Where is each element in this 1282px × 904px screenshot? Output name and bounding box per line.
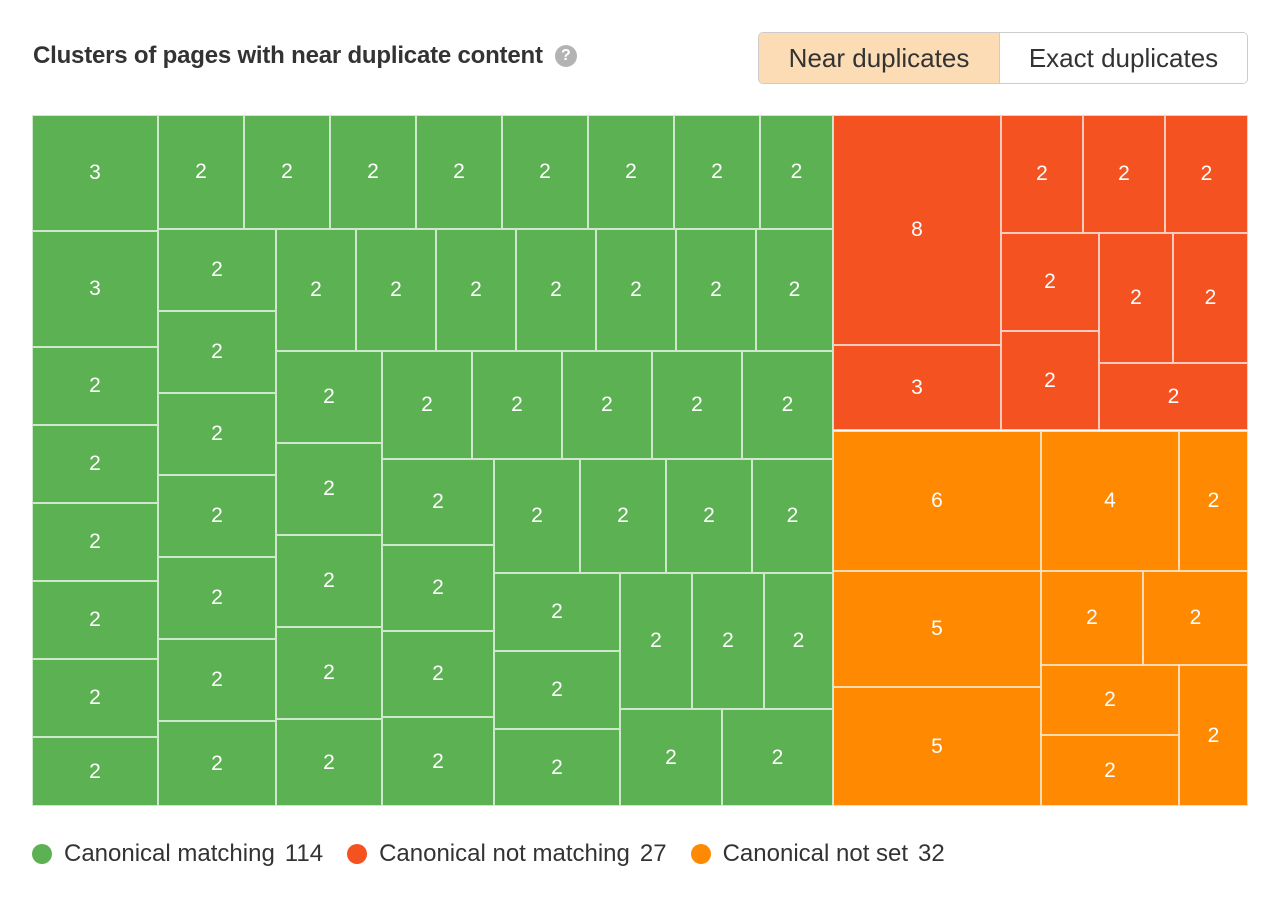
treemap-cell-canonical-matching[interactable]: 2 (382, 631, 494, 717)
treemap-cell-canonical-matching[interactable]: 2 (742, 351, 833, 459)
treemap-cell-canonical-matching[interactable]: 2 (674, 115, 760, 229)
treemap-cell-canonical-matching[interactable]: 2 (494, 459, 580, 573)
treemap-cell-canonical-matching[interactable]: 2 (620, 709, 722, 806)
treemap-cell-canonical-matching[interactable]: 2 (158, 721, 276, 806)
treemap-cell-canonical-matching[interactable]: 2 (756, 229, 833, 351)
treemap-cell-canonical-matching[interactable]: 2 (382, 717, 494, 806)
chart-title: Clusters of pages with near duplicate co… (33, 42, 543, 69)
treemap-cell-canonical-not-set[interactable]: 5 (833, 687, 1041, 806)
treemap-cell-canonical-matching[interactable]: 3 (32, 115, 158, 231)
treemap-cell-canonical-not-matching[interactable]: 2 (1001, 331, 1099, 430)
legend-item-canonical-not-matching[interactable]: Canonical not matching 27 (347, 840, 667, 868)
treemap-cell-canonical-matching[interactable]: 2 (562, 351, 652, 459)
legend-count: 32 (918, 840, 945, 867)
treemap-cell-canonical-matching[interactable]: 2 (382, 545, 494, 631)
orange-dot-icon (690, 844, 711, 864)
treemap-cell-canonical-matching[interactable]: 2 (32, 503, 158, 581)
near-duplicates-button[interactable]: Near duplicates (759, 33, 999, 83)
page-title: Clusters of pages with near duplicate co… (33, 42, 577, 70)
treemap-cell-canonical-not-matching[interactable]: 2 (1001, 233, 1099, 331)
treemap-cell-canonical-matching[interactable]: 2 (764, 573, 833, 709)
treemap-cell-canonical-not-matching[interactable]: 8 (833, 115, 1001, 345)
legend-label: Canonical matching (64, 840, 275, 867)
treemap-cell-canonical-matching[interactable]: 2 (436, 229, 516, 351)
legend-item-canonical-matching[interactable]: Canonical matching 114 (32, 840, 323, 868)
treemap-cell-canonical-matching[interactable]: 2 (666, 459, 752, 573)
treemap-cell-canonical-matching[interactable]: 2 (276, 443, 382, 535)
exact-duplicates-button[interactable]: Exact duplicates (999, 33, 1247, 83)
treemap-cell-canonical-not-matching[interactable]: 2 (1173, 233, 1248, 363)
treemap-cell-canonical-matching[interactable]: 2 (692, 573, 764, 709)
treemap-cell-canonical-matching[interactable]: 2 (32, 581, 158, 659)
treemap-cell-canonical-matching[interactable]: 2 (588, 115, 674, 229)
treemap-cell-canonical-matching[interactable]: 2 (722, 709, 833, 806)
red-dot-icon (347, 844, 368, 864)
treemap-cell-canonical-not-matching[interactable]: 2 (1099, 233, 1173, 363)
treemap-cell-canonical-matching[interactable]: 2 (494, 729, 620, 806)
treemap-cell-canonical-matching[interactable]: 2 (32, 659, 158, 737)
legend-count: 27 (639, 840, 667, 867)
treemap-cell-canonical-matching[interactable]: 2 (32, 347, 158, 425)
treemap-cell-canonical-matching[interactable]: 2 (244, 115, 330, 229)
treemap-cell-canonical-matching[interactable]: 2 (382, 351, 472, 459)
treemap-cell-canonical-matching[interactable]: 2 (494, 573, 620, 651)
treemap-cell-canonical-not-set[interactable]: 2 (1179, 431, 1248, 571)
treemap-cell-canonical-matching[interactable]: 2 (416, 115, 502, 229)
treemap-cell-canonical-not-set[interactable]: 2 (1041, 735, 1179, 806)
legend-label: Canonical not matching (379, 840, 630, 867)
legend-count: 114 (284, 840, 324, 867)
treemap-cell-canonical-matching[interactable]: 2 (472, 351, 562, 459)
treemap-cell-canonical-matching[interactable]: 2 (382, 459, 494, 545)
treemap-cell-canonical-matching[interactable]: 2 (276, 351, 382, 443)
treemap-cell-canonical-not-set[interactable]: 2 (1041, 665, 1179, 735)
treemap-cell-canonical-not-matching[interactable]: 2 (1165, 115, 1248, 233)
legend: Canonical matching 114 Canonical not mat… (32, 840, 969, 868)
treemap-cell-canonical-not-matching[interactable]: 3 (833, 345, 1001, 430)
treemap-cell-canonical-matching[interactable]: 2 (158, 557, 276, 639)
treemap-cell-canonical-matching[interactable]: 2 (502, 115, 588, 229)
treemap-cell-canonical-matching[interactable]: 2 (752, 459, 833, 573)
treemap-cell-canonical-matching[interactable]: 2 (676, 229, 756, 351)
green-dot-icon (32, 844, 52, 864)
treemap-cell-canonical-matching[interactable]: 2 (158, 393, 276, 475)
treemap-cell-canonical-not-set[interactable]: 4 (1041, 431, 1179, 571)
treemap-cell-canonical-matching[interactable]: 2 (516, 229, 596, 351)
treemap-cell-canonical-matching[interactable]: 2 (158, 229, 276, 311)
treemap-cell-canonical-matching[interactable]: 2 (158, 311, 276, 393)
treemap-cell-canonical-matching[interactable]: 2 (596, 229, 676, 351)
treemap-cell-canonical-matching[interactable]: 2 (356, 229, 436, 351)
treemap-cell-canonical-not-matching[interactable]: 2 (1001, 115, 1083, 233)
treemap-cell-canonical-not-matching[interactable]: 2 (1099, 363, 1248, 430)
treemap-cell-canonical-matching[interactable]: 2 (276, 229, 356, 351)
treemap-cell-canonical-matching[interactable]: 2 (32, 425, 158, 503)
treemap-cell-canonical-matching[interactable]: 2 (158, 639, 276, 721)
help-icon[interactable]: ? (554, 45, 577, 67)
legend-item-canonical-not-set[interactable]: Canonical not set 32 (690, 840, 945, 868)
treemap-cell-canonical-matching[interactable]: 2 (32, 737, 158, 806)
treemap-cell-canonical-matching[interactable]: 2 (652, 351, 742, 459)
treemap-cell-canonical-not-matching[interactable]: 2 (1083, 115, 1165, 233)
duplicate-type-toggle: Near duplicates Exact duplicates (758, 32, 1248, 84)
treemap-cell-canonical-matching[interactable]: 2 (158, 475, 276, 557)
treemap-cell-canonical-not-set[interactable]: 6 (833, 431, 1041, 571)
treemap-cell-canonical-not-set[interactable]: 2 (1143, 571, 1248, 665)
treemap-cell-canonical-matching[interactable]: 2 (760, 115, 833, 229)
treemap-cell-canonical-matching[interactable]: 3 (32, 231, 158, 347)
treemap-cell-canonical-matching[interactable]: 2 (330, 115, 416, 229)
treemap-cell-canonical-not-set[interactable]: 2 (1179, 665, 1248, 806)
treemap-cell-canonical-matching[interactable]: 2 (580, 459, 666, 573)
treemap-cell-canonical-not-set[interactable]: 2 (1041, 571, 1143, 665)
treemap-cell-canonical-not-set[interactable]: 5 (833, 571, 1041, 687)
treemap-cell-canonical-matching[interactable]: 2 (276, 719, 382, 806)
treemap-cell-canonical-matching[interactable]: 2 (620, 573, 692, 709)
treemap-cell-canonical-matching[interactable]: 2 (494, 651, 620, 729)
legend-label: Canonical not set (722, 840, 909, 867)
treemap-cell-canonical-matching[interactable]: 2 (276, 535, 382, 627)
treemap-cell-canonical-matching[interactable]: 2 (276, 627, 382, 719)
treemap-cell-canonical-matching[interactable]: 2 (158, 115, 244, 229)
